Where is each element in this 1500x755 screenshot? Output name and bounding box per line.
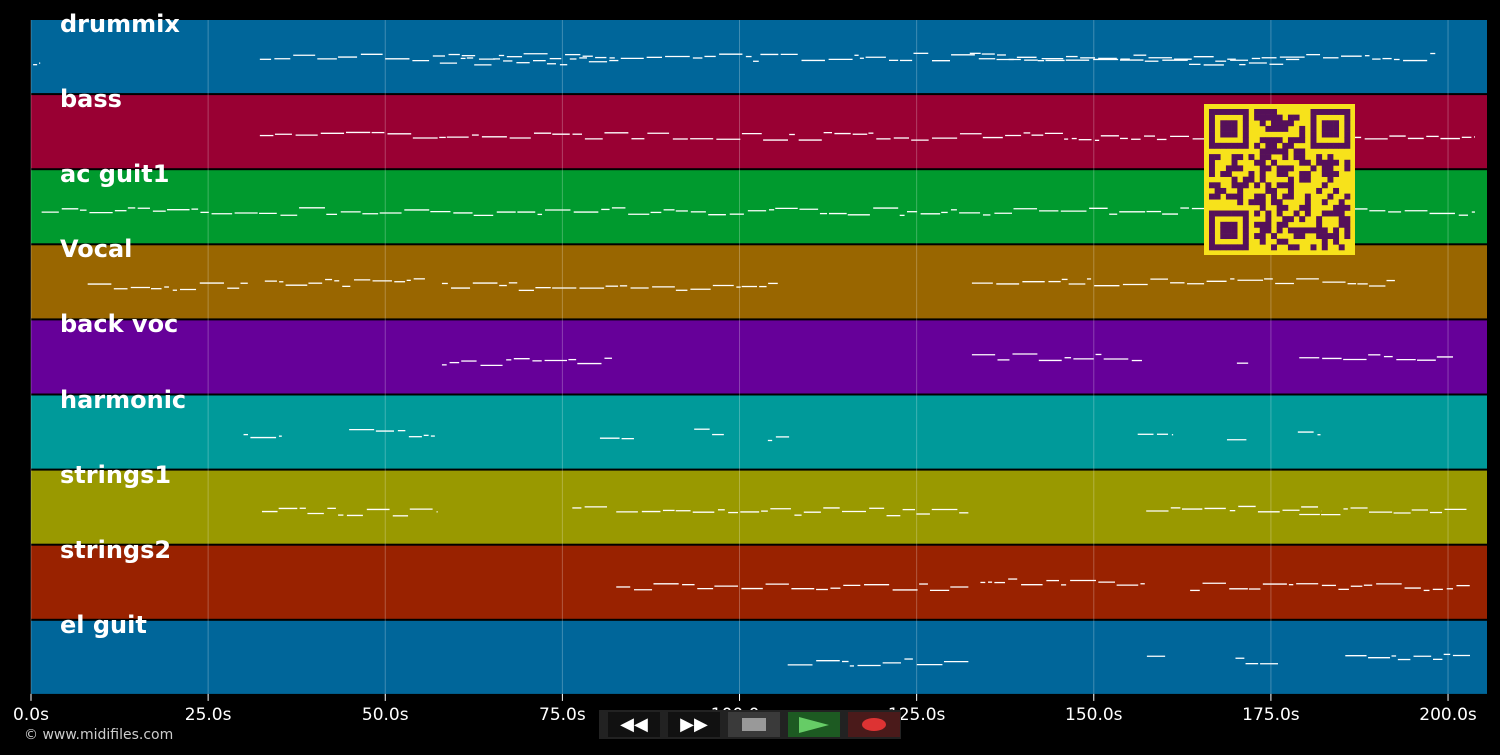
x-tick-label: 0.0s [13,705,49,725]
track-lane [31,395,1487,469]
track-label: Vocal [60,235,133,264]
note-region [694,428,724,436]
fast-forward-icon: ▶▶ [680,714,708,735]
note-region [1144,58,1300,66]
note-region [261,507,438,517]
note-region [767,436,790,442]
note-region [980,578,1145,586]
track-lane [31,470,1487,544]
x-tick-label: 150.0s [1065,705,1123,725]
note-region [1190,582,1470,592]
x-tick-label: 175.0s [1242,705,1300,725]
note-region [787,658,969,667]
track-lane [31,245,1487,319]
note-region [441,282,778,292]
x-tick-label: 25.0s [184,705,232,725]
rewind-icon: ◀◀ [620,714,648,735]
play-button[interactable] [788,712,840,737]
track-lane [31,545,1487,619]
note-region [1146,505,1322,513]
track-label: strings2 [60,535,172,564]
track-label: back voc [60,310,179,339]
note-region [243,433,282,439]
note-region [1297,431,1321,436]
track-label: el guit [60,610,147,639]
x-tick-label: 125.0s [887,705,946,725]
track-label: strings1 [60,460,172,489]
note-region [969,52,1144,61]
note-region [616,507,969,517]
note-region [259,52,1436,62]
stop-button[interactable] [728,712,780,737]
note-region [1299,354,1453,361]
stop-icon [742,718,766,731]
track-label: harmonic [60,385,187,414]
x-tick-label: 75.0s [539,705,586,725]
note-region [1235,657,1278,665]
note-region [1345,653,1470,661]
rewind-button[interactable]: ◀◀ [608,712,660,737]
track-lane [31,320,1487,394]
record-icon [862,718,886,731]
note-region [349,428,435,438]
x-tick-label: 200.0s [1419,705,1477,725]
note-region [264,278,425,288]
record-button[interactable] [848,712,900,737]
note-region [971,353,1142,362]
note-region [259,131,1475,142]
track-lane [31,20,1487,94]
note-region [616,583,969,592]
note-region [572,506,608,509]
note-region [439,57,615,66]
note-region [33,62,41,66]
track-label: bass [60,85,122,114]
note-region [441,357,612,367]
qr-code-image [1204,104,1355,255]
transport-controls: ◀◀ ▶▶ [599,710,901,739]
note-region [971,278,1395,287]
x-tick-label: 50.0s [361,705,409,725]
track-lane [31,620,1487,694]
play-icon [799,716,829,733]
fast-forward-button[interactable]: ▶▶ [668,712,720,737]
note-region [41,206,1475,217]
track-label: ac guit1 [60,160,170,189]
note-region [87,282,248,291]
copyright-text: © www.midifiles.com [24,727,174,743]
note-region [1299,507,1467,516]
track-label: drummix [60,10,180,38]
